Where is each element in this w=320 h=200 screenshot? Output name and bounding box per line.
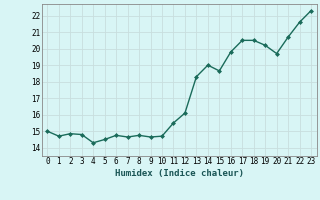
X-axis label: Humidex (Indice chaleur): Humidex (Indice chaleur) (115, 169, 244, 178)
